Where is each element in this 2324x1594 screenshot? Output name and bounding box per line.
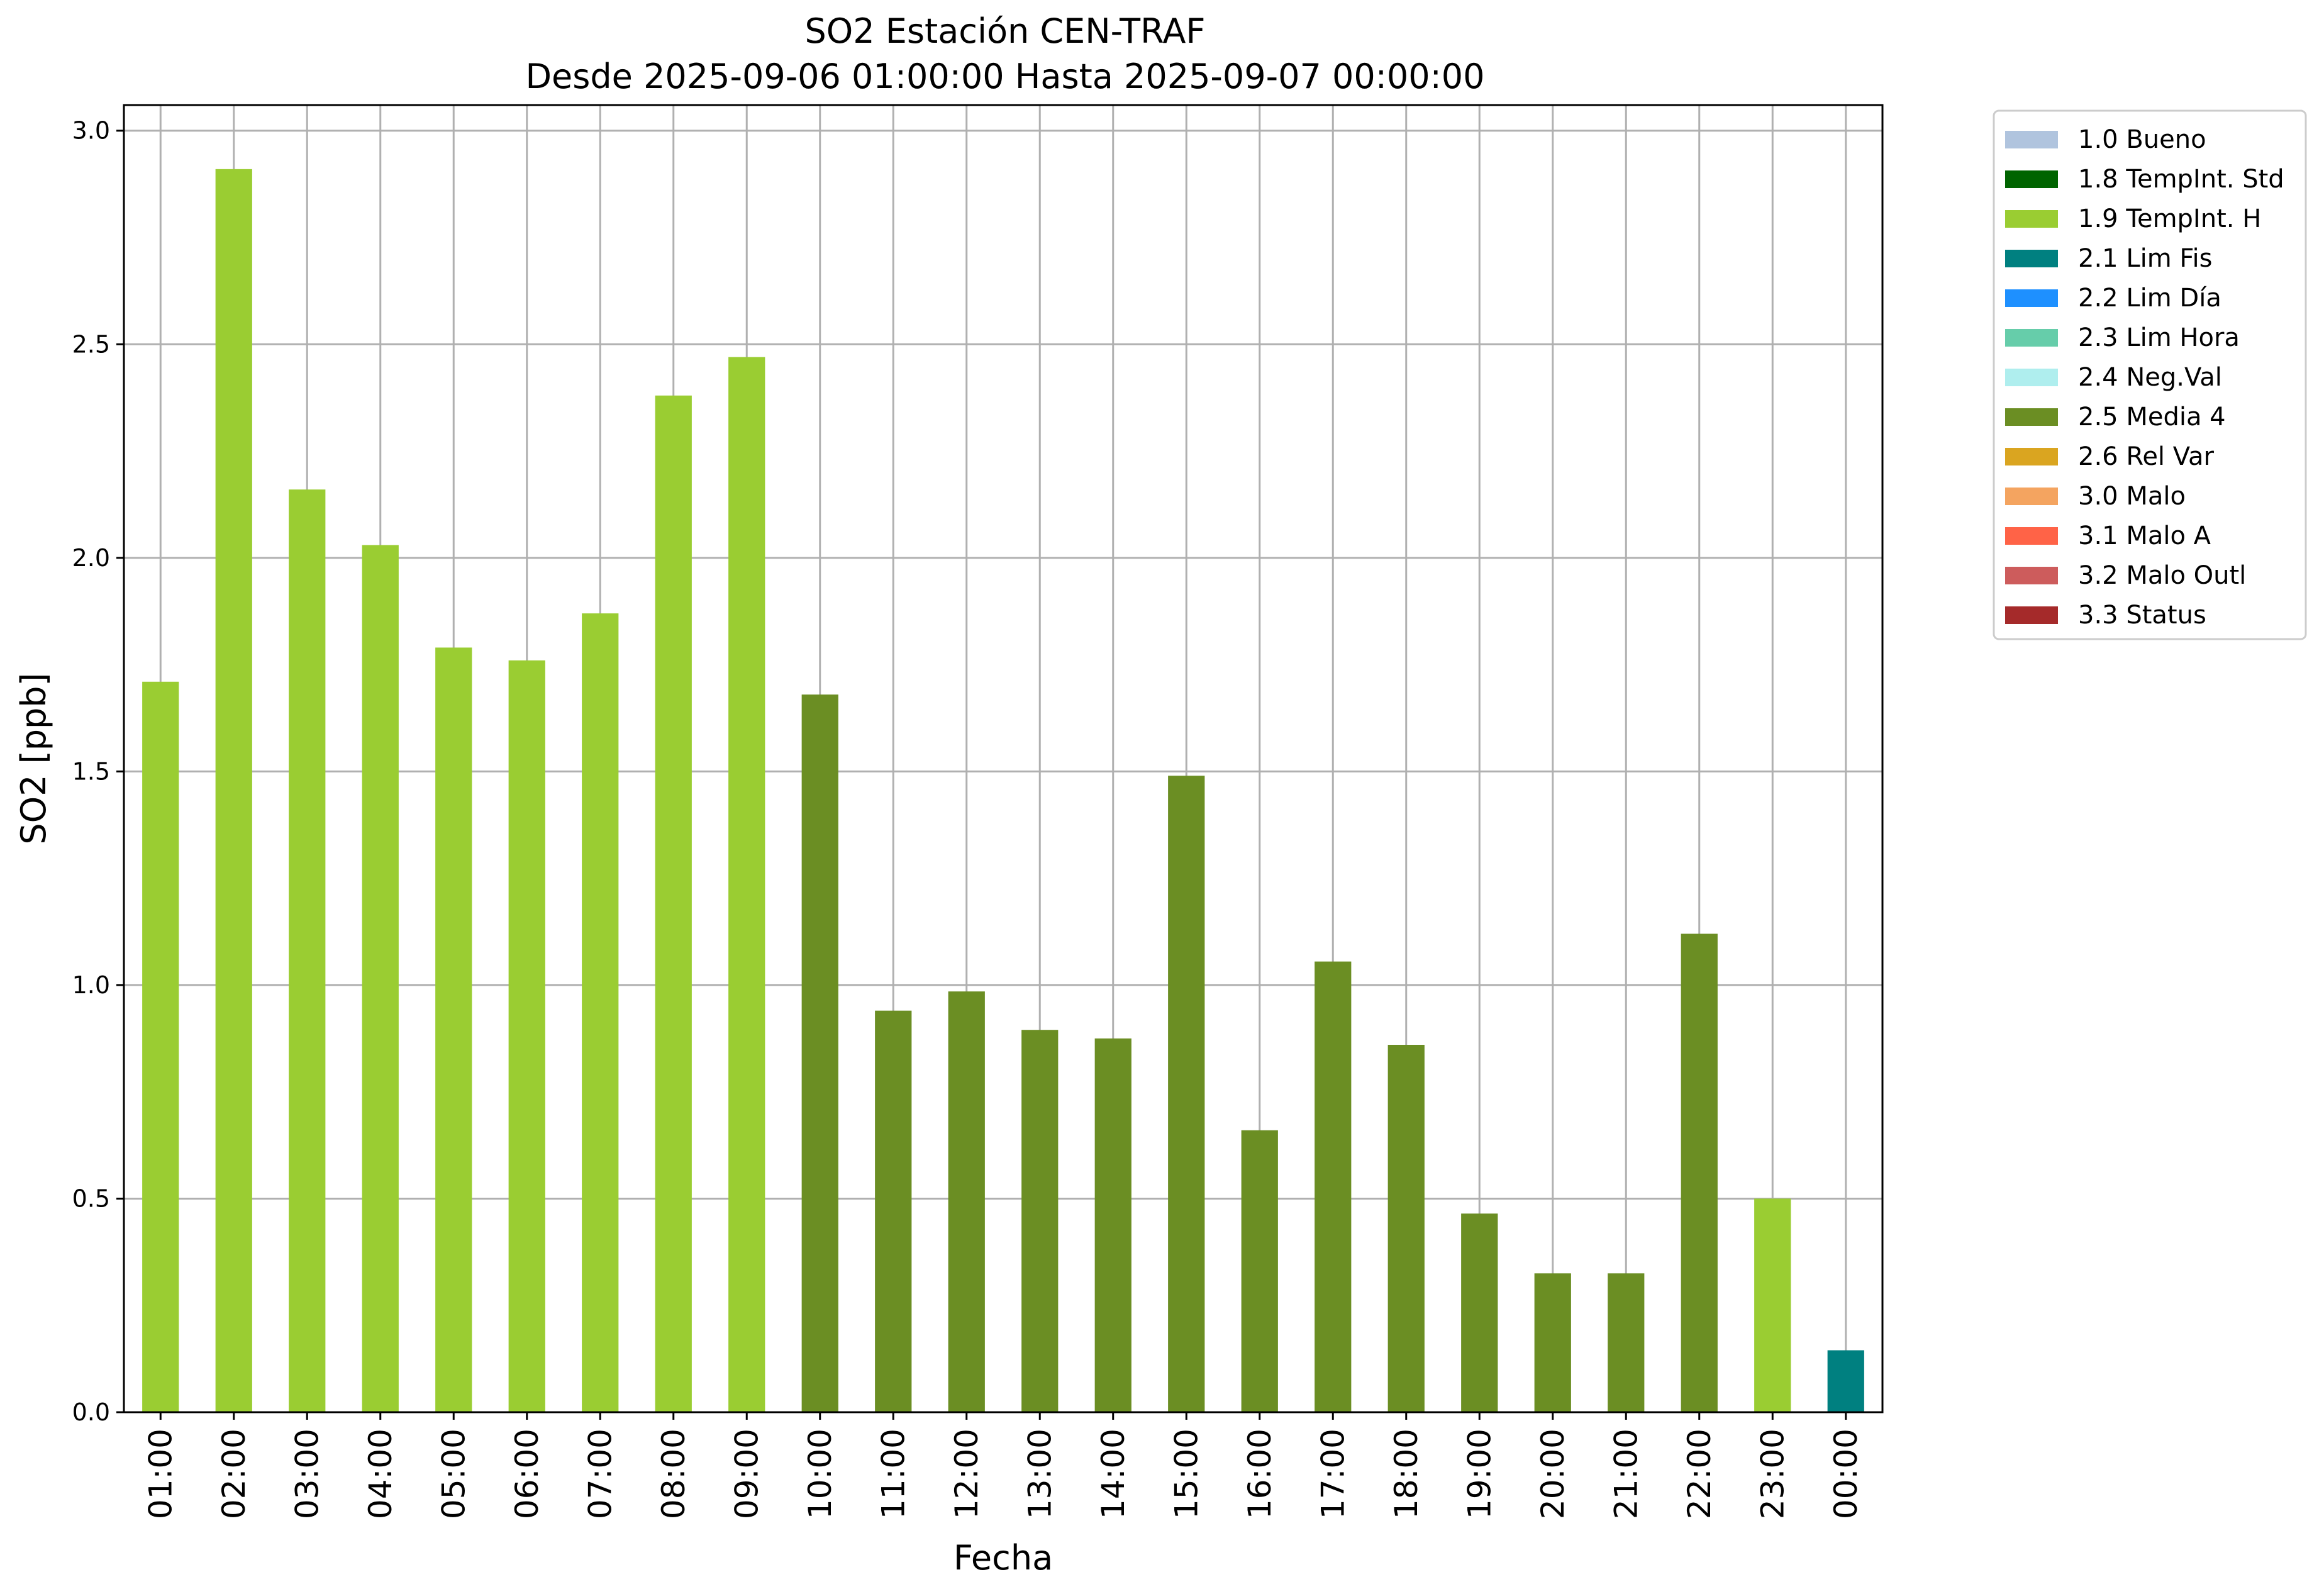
- bar-0700: [582, 613, 619, 1412]
- x-tick-label: 14:00: [1095, 1429, 1131, 1519]
- bar-0200: [215, 169, 252, 1412]
- legend-label: 3.1 Malo A: [2078, 521, 2211, 550]
- bar-2200: [1681, 934, 1718, 1412]
- bar-1700: [1315, 961, 1352, 1412]
- x-tick-label: 01:00: [142, 1429, 179, 1519]
- legend-label: 1.0 Bueno: [2078, 125, 2206, 154]
- legend: 1.0 Bueno 1.8 TempInt. Std 1.9 TempInt. H 2…: [1993, 109, 2307, 640]
- y-tick-label: 1.5: [72, 757, 110, 785]
- x-tick-label: 17:00: [1315, 1429, 1351, 1519]
- bar-1100: [875, 1010, 912, 1412]
- legend-swatch: [2005, 488, 2058, 505]
- legend-label: 1.9 TempInt. H: [2078, 204, 2261, 233]
- chart-subtitle: Desde 2025-09-06 01:00:00 Hasta 2025-09-…: [525, 57, 1484, 96]
- bar-0600: [508, 660, 545, 1412]
- x-tick-label: 04:00: [362, 1429, 399, 1519]
- bar-1500: [1168, 776, 1205, 1412]
- bar-0100: [142, 681, 179, 1412]
- legend-swatch: [2005, 250, 2058, 267]
- y-tick-label: 1.0: [72, 971, 110, 999]
- legend-label: 2.2 Lim Día: [2078, 284, 2221, 313]
- legend-swatch: [2005, 448, 2058, 465]
- legend-label: 1.8 TempInt. Std: [2078, 165, 2284, 194]
- x-tick-label: 11:00: [875, 1429, 911, 1519]
- bar-1800: [1387, 1044, 1425, 1412]
- legend-label: 3.0 Malo: [2078, 482, 2186, 511]
- bar-2300: [1754, 1198, 1791, 1412]
- x-tick-label: 19:00: [1461, 1429, 1498, 1519]
- legend-label: 2.6 Rel Var: [2078, 442, 2215, 471]
- x-axis-label: Fecha: [954, 1538, 1053, 1578]
- bars: [142, 169, 1864, 1412]
- x-tick-label: 05:00: [435, 1429, 472, 1519]
- bar-1300: [1021, 1030, 1059, 1412]
- bar-1000: [801, 694, 838, 1412]
- legend-label: 2.5 Media 4: [2078, 403, 2226, 432]
- y-axis-ticks: 0.0 0.5 1.0 1.5 2.0 2.5 3.0: [72, 117, 124, 1426]
- plot-frame: [123, 104, 1884, 1413]
- bar-0500: [435, 647, 472, 1412]
- legend-label: 3.2 Malo Outl: [2078, 561, 2246, 590]
- y-tick-label: 3.0: [72, 117, 110, 145]
- legend-label: 2.3 Lim Hora: [2078, 323, 2240, 352]
- bar-0400: [362, 545, 399, 1412]
- legend-swatch: [2005, 606, 2058, 624]
- y-tick-label: 2.0: [72, 544, 110, 572]
- x-tick-label: 16:00: [1242, 1429, 1278, 1519]
- x-tick-label: 21:00: [1608, 1429, 1644, 1519]
- x-axis-ticks: 01:00 02:00 03:00 04:00 05:00 06:00 07:00 08:00…: [142, 1412, 1864, 1519]
- legend-swatch: [2005, 527, 2058, 545]
- x-tick-label: 12:00: [948, 1429, 985, 1519]
- bar-2000: [1534, 1273, 1571, 1412]
- x-tick-label: 15:00: [1168, 1429, 1204, 1519]
- bar-0300: [289, 489, 326, 1412]
- x-tick-label: 22:00: [1681, 1429, 1718, 1519]
- bar-2100: [1608, 1273, 1645, 1412]
- x-tick-label: 13:00: [1021, 1429, 1058, 1519]
- x-tick-label: 18:00: [1388, 1429, 1425, 1519]
- legend-label: 2.1 Lim Fis: [2078, 244, 2212, 273]
- legend-swatch: [2005, 329, 2058, 347]
- x-tick-label: 08:00: [655, 1429, 692, 1519]
- bar-1200: [948, 991, 985, 1412]
- x-tick-label: 00:00: [1828, 1429, 1864, 1519]
- x-tick-label: 03:00: [289, 1429, 325, 1519]
- bar-0000: [1827, 1350, 1864, 1412]
- y-tick-label: 0.0: [72, 1398, 110, 1426]
- bar-0800: [655, 395, 692, 1412]
- legend-swatch: [2005, 289, 2058, 307]
- x-tick-label: 02:00: [216, 1429, 252, 1519]
- bar-1400: [1094, 1038, 1131, 1412]
- legend-swatch: [2005, 210, 2058, 228]
- legend-swatch: [2005, 408, 2058, 426]
- x-tick-label: 10:00: [802, 1429, 838, 1519]
- y-tick-label: 2.5: [72, 330, 110, 358]
- y-tick-label: 0.5: [72, 1184, 110, 1212]
- legend-label: 2.4 Neg.Val: [2078, 363, 2222, 392]
- x-tick-label: 20:00: [1535, 1429, 1571, 1519]
- bar-0900: [728, 357, 765, 1412]
- y-axis-label: SO2 [ppb]: [14, 672, 53, 844]
- x-tick-label: 23:00: [1754, 1429, 1791, 1519]
- x-tick-label: 09:00: [728, 1429, 765, 1519]
- legend-frame: [1993, 109, 2307, 640]
- legend-swatch: [2005, 567, 2058, 584]
- x-tick-label: 07:00: [582, 1429, 618, 1519]
- x-tick-label: 06:00: [509, 1429, 545, 1519]
- legend-swatch: [2005, 170, 2058, 188]
- legend-swatch: [2005, 369, 2058, 386]
- chart-title: SO2 Estación CEN-TRAF: [804, 11, 1205, 51]
- legend-swatch: [2005, 131, 2058, 148]
- bar-1600: [1241, 1130, 1278, 1412]
- bar-1900: [1461, 1213, 1498, 1412]
- legend-label: 3.3 Status: [2078, 601, 2206, 630]
